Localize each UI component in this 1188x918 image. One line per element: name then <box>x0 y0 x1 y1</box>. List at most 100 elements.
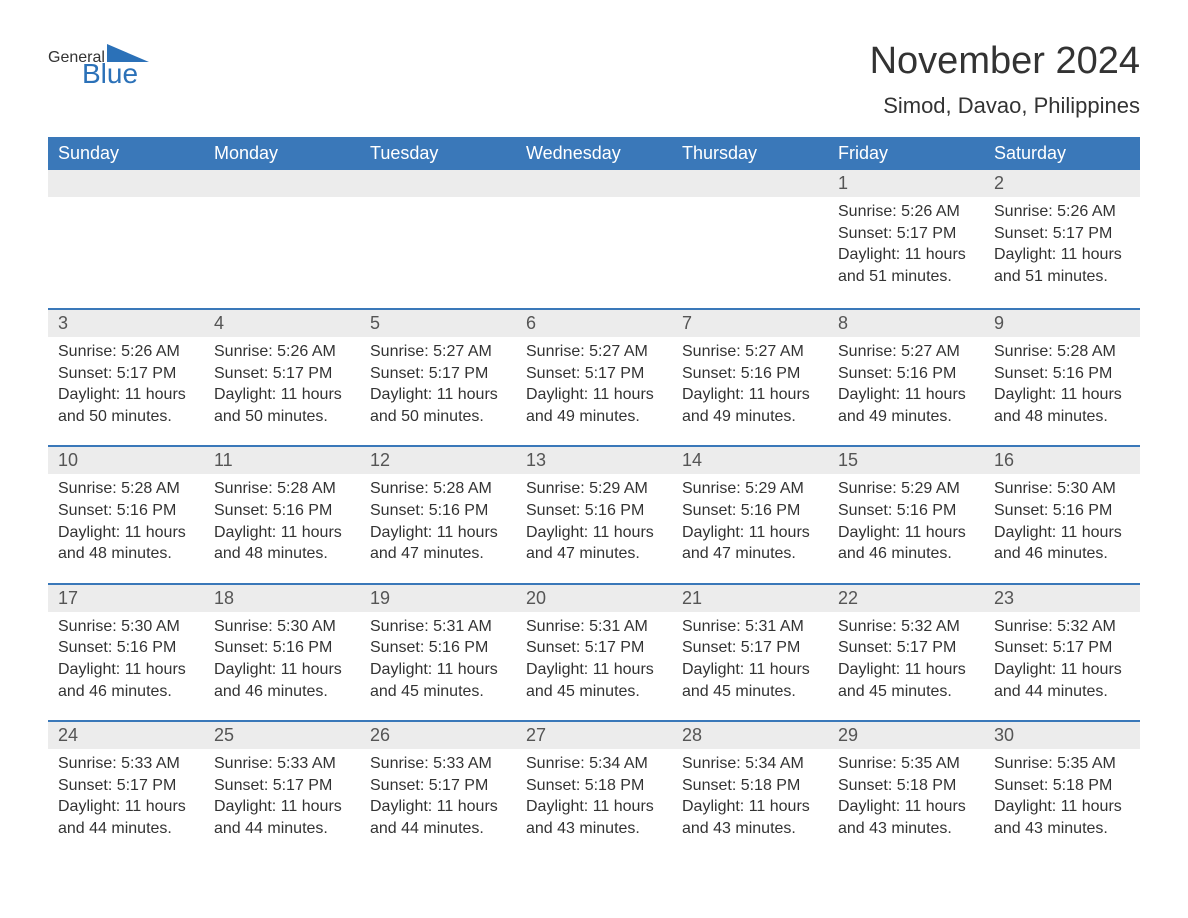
day-details-cell: Sunrise: 5:31 AMSunset: 5:16 PMDaylight:… <box>360 612 516 721</box>
sunset-text: Sunset: 5:17 PM <box>838 223 974 245</box>
sunrise-text: Sunrise: 5:34 AM <box>682 753 818 775</box>
details-row: Sunrise: 5:33 AMSunset: 5:17 PMDaylight:… <box>48 749 1140 857</box>
day-number-cell: 26 <box>360 721 516 749</box>
day-number-cell: 20 <box>516 584 672 612</box>
day-header: Monday <box>204 137 360 170</box>
day-details-cell: Sunrise: 5:28 AMSunset: 5:16 PMDaylight:… <box>204 474 360 583</box>
day-number-cell: 29 <box>828 721 984 749</box>
day-details-cell: Sunrise: 5:29 AMSunset: 5:16 PMDaylight:… <box>672 474 828 583</box>
daynum-row: 17181920212223 <box>48 584 1140 612</box>
sunset-text: Sunset: 5:17 PM <box>526 363 662 385</box>
sunrise-text: Sunrise: 5:27 AM <box>526 341 662 363</box>
day-details-cell: Sunrise: 5:33 AMSunset: 5:17 PMDaylight:… <box>204 749 360 857</box>
daylight-text: Daylight: 11 hours and 45 minutes. <box>838 659 974 702</box>
sunset-text: Sunset: 5:18 PM <box>994 775 1130 797</box>
sunset-text: Sunset: 5:17 PM <box>214 363 350 385</box>
daylight-text: Daylight: 11 hours and 46 minutes. <box>214 659 350 702</box>
daylight-text: Daylight: 11 hours and 49 minutes. <box>838 384 974 427</box>
daylight-text: Daylight: 11 hours and 51 minutes. <box>838 244 974 287</box>
day-number-cell: 18 <box>204 584 360 612</box>
details-row: Sunrise: 5:26 AMSunset: 5:17 PMDaylight:… <box>48 337 1140 446</box>
sunrise-text: Sunrise: 5:26 AM <box>214 341 350 363</box>
day-details-cell: Sunrise: 5:26 AMSunset: 5:17 PMDaylight:… <box>204 337 360 446</box>
day-number-cell: 11 <box>204 446 360 474</box>
day-number-cell: 2 <box>984 170 1140 197</box>
day-number-cell: 28 <box>672 721 828 749</box>
sunrise-text: Sunrise: 5:27 AM <box>682 341 818 363</box>
daylight-text: Daylight: 11 hours and 43 minutes. <box>526 796 662 839</box>
day-details-cell: Sunrise: 5:29 AMSunset: 5:16 PMDaylight:… <box>828 474 984 583</box>
day-details-cell: Sunrise: 5:32 AMSunset: 5:17 PMDaylight:… <box>828 612 984 721</box>
day-details-cell <box>48 197 204 309</box>
day-number-cell <box>48 170 204 197</box>
day-number-cell: 30 <box>984 721 1140 749</box>
sunrise-text: Sunrise: 5:30 AM <box>994 478 1130 500</box>
day-details-cell: Sunrise: 5:34 AMSunset: 5:18 PMDaylight:… <box>516 749 672 857</box>
daylight-text: Daylight: 11 hours and 44 minutes. <box>214 796 350 839</box>
day-details-cell: Sunrise: 5:31 AMSunset: 5:17 PMDaylight:… <box>516 612 672 721</box>
daylight-text: Daylight: 11 hours and 46 minutes. <box>838 522 974 565</box>
calendar-table: Sunday Monday Tuesday Wednesday Thursday… <box>48 137 1140 858</box>
day-number-cell: 16 <box>984 446 1140 474</box>
day-header: Thursday <box>672 137 828 170</box>
sunrise-text: Sunrise: 5:26 AM <box>838 201 974 223</box>
day-number-cell: 15 <box>828 446 984 474</box>
daylight-text: Daylight: 11 hours and 49 minutes. <box>526 384 662 427</box>
day-details-cell <box>204 197 360 309</box>
daylight-text: Daylight: 11 hours and 46 minutes. <box>58 659 194 702</box>
day-details-cell: Sunrise: 5:32 AMSunset: 5:17 PMDaylight:… <box>984 612 1140 721</box>
sunset-text: Sunset: 5:18 PM <box>526 775 662 797</box>
day-details-cell: Sunrise: 5:31 AMSunset: 5:17 PMDaylight:… <box>672 612 828 721</box>
day-number-cell: 17 <box>48 584 204 612</box>
daylight-text: Daylight: 11 hours and 47 minutes. <box>370 522 506 565</box>
daylight-text: Daylight: 11 hours and 51 minutes. <box>994 244 1130 287</box>
sunset-text: Sunset: 5:16 PM <box>682 363 818 385</box>
day-details-cell: Sunrise: 5:28 AMSunset: 5:16 PMDaylight:… <box>360 474 516 583</box>
day-number-cell: 5 <box>360 309 516 337</box>
sunrise-text: Sunrise: 5:31 AM <box>526 616 662 638</box>
sunset-text: Sunset: 5:16 PM <box>682 500 818 522</box>
daylight-text: Daylight: 11 hours and 47 minutes. <box>682 522 818 565</box>
sunset-text: Sunset: 5:16 PM <box>838 500 974 522</box>
daylight-text: Daylight: 11 hours and 48 minutes. <box>214 522 350 565</box>
sunrise-text: Sunrise: 5:35 AM <box>994 753 1130 775</box>
daylight-text: Daylight: 11 hours and 43 minutes. <box>682 796 818 839</box>
day-details-cell: Sunrise: 5:35 AMSunset: 5:18 PMDaylight:… <box>984 749 1140 857</box>
sunrise-text: Sunrise: 5:32 AM <box>994 616 1130 638</box>
day-number-cell: 19 <box>360 584 516 612</box>
day-number-cell: 21 <box>672 584 828 612</box>
sunrise-text: Sunrise: 5:28 AM <box>994 341 1130 363</box>
sunset-text: Sunset: 5:16 PM <box>838 363 974 385</box>
day-details-cell: Sunrise: 5:27 AMSunset: 5:16 PMDaylight:… <box>828 337 984 446</box>
sunrise-text: Sunrise: 5:26 AM <box>58 341 194 363</box>
daylight-text: Daylight: 11 hours and 50 minutes. <box>58 384 194 427</box>
sunset-text: Sunset: 5:16 PM <box>994 363 1130 385</box>
daylight-text: Daylight: 11 hours and 49 minutes. <box>682 384 818 427</box>
day-number-cell: 14 <box>672 446 828 474</box>
day-details-cell <box>360 197 516 309</box>
sunrise-text: Sunrise: 5:28 AM <box>370 478 506 500</box>
sunrise-text: Sunrise: 5:28 AM <box>214 478 350 500</box>
day-number-cell: 3 <box>48 309 204 337</box>
daylight-text: Daylight: 11 hours and 44 minutes. <box>994 659 1130 702</box>
sunset-text: Sunset: 5:16 PM <box>58 637 194 659</box>
sunset-text: Sunset: 5:16 PM <box>58 500 194 522</box>
day-header: Sunday <box>48 137 204 170</box>
day-number-cell: 1 <box>828 170 984 197</box>
daylight-text: Daylight: 11 hours and 43 minutes. <box>838 796 974 839</box>
day-number-cell <box>672 170 828 197</box>
daynum-row: 12 <box>48 170 1140 197</box>
day-number-cell: 10 <box>48 446 204 474</box>
day-details-cell: Sunrise: 5:27 AMSunset: 5:16 PMDaylight:… <box>672 337 828 446</box>
daylight-text: Daylight: 11 hours and 48 minutes. <box>58 522 194 565</box>
sunrise-text: Sunrise: 5:27 AM <box>370 341 506 363</box>
sunset-text: Sunset: 5:17 PM <box>526 637 662 659</box>
details-row: Sunrise: 5:26 AMSunset: 5:17 PMDaylight:… <box>48 197 1140 309</box>
sunset-text: Sunset: 5:17 PM <box>994 637 1130 659</box>
daylight-text: Daylight: 11 hours and 45 minutes. <box>526 659 662 702</box>
daylight-text: Daylight: 11 hours and 50 minutes. <box>214 384 350 427</box>
sunset-text: Sunset: 5:17 PM <box>214 775 350 797</box>
sunrise-text: Sunrise: 5:30 AM <box>214 616 350 638</box>
day-details-cell: Sunrise: 5:35 AMSunset: 5:18 PMDaylight:… <box>828 749 984 857</box>
sunset-text: Sunset: 5:16 PM <box>370 637 506 659</box>
